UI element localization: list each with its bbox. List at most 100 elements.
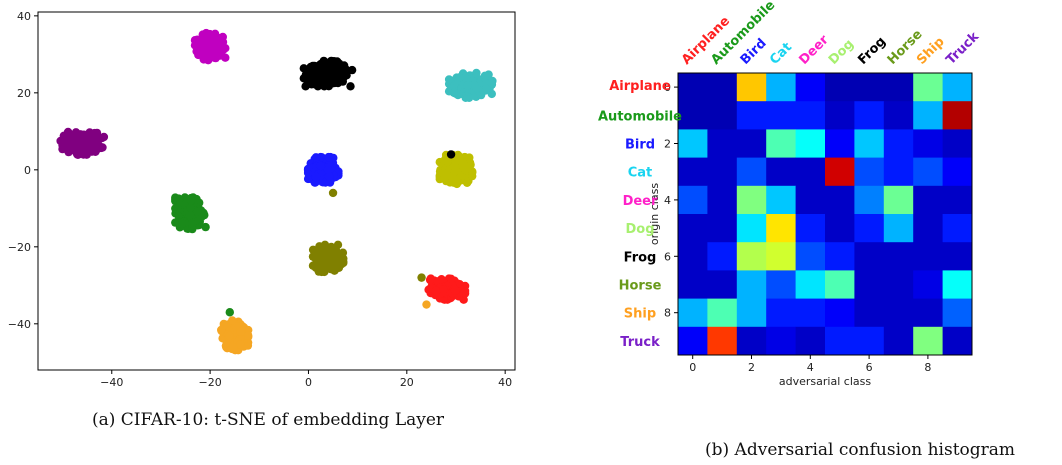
heatmap-cell (943, 270, 973, 299)
scatter-point (348, 66, 356, 74)
plot-frame (38, 12, 515, 370)
scatter-point (186, 204, 194, 212)
heatmap-cell (913, 299, 943, 328)
x-tick-label: 20 (400, 376, 414, 389)
heatmap-cell (678, 327, 708, 356)
scatter-point (63, 131, 71, 139)
heatmap-cell (854, 129, 884, 158)
y-tick-label: 6 (664, 250, 671, 263)
cluster-7 (309, 241, 348, 276)
heatmap-cell (796, 242, 826, 271)
scatter-points (56, 29, 496, 355)
scatter-point (73, 151, 81, 159)
heatmap-cell (884, 242, 914, 271)
outlier-point (329, 189, 337, 197)
heatmap-cell (766, 270, 796, 299)
heatmap-cell (913, 101, 943, 130)
heatmap-cell (913, 270, 943, 299)
heatmap-cell (707, 73, 737, 102)
scatter-point (463, 81, 471, 89)
scatter-point (465, 153, 473, 161)
caption-tsne: (a) CIFAR-10: t-SNE of embedding Layer (92, 410, 444, 430)
heatmap-cell (825, 129, 855, 158)
col-label-deer: Deer (797, 32, 833, 68)
heatmap-cell (884, 299, 914, 328)
scatter-point (324, 166, 332, 174)
cluster-9 (217, 316, 252, 354)
heatmap-cell (707, 129, 737, 158)
scatter-point (310, 76, 318, 84)
heatmap-cell (766, 299, 796, 328)
y-tick-label: 8 (664, 307, 671, 320)
scatter-point (209, 45, 217, 53)
scatter-point (450, 168, 458, 176)
cluster-3 (56, 128, 108, 159)
heatmap-cell (943, 186, 973, 215)
cluster-4 (304, 153, 343, 187)
heatmap-cell (796, 101, 826, 130)
heatmap-cell (678, 270, 708, 299)
scatter-point (324, 153, 332, 161)
heatmap-cell (796, 270, 826, 299)
scatter-point (219, 33, 227, 41)
outlier-point (226, 308, 234, 316)
y-tick-label: 20 (17, 87, 31, 100)
heatmap-cell (913, 327, 943, 356)
heatmap-cell (884, 186, 914, 215)
scatter-point (84, 141, 92, 149)
heatmap-cell (737, 214, 767, 243)
heatmap-cell (943, 129, 973, 158)
heatmap-cell (884, 327, 914, 356)
heatmap-cell (854, 270, 884, 299)
cluster-5 (436, 151, 477, 188)
scatter-point (66, 140, 74, 148)
scatter-point (216, 41, 224, 49)
scatter-point (482, 85, 490, 93)
scatter-point (244, 332, 252, 340)
scatter-point (458, 158, 466, 166)
scatter-point (327, 253, 335, 261)
scatter-point (194, 45, 202, 53)
heatmap-cell (707, 242, 737, 271)
scatter-point (225, 332, 233, 340)
y-tick-label: 4 (664, 194, 671, 207)
heatmap-cell (678, 242, 708, 271)
heatmap-cell (707, 214, 737, 243)
heatmap-cell (943, 101, 973, 130)
scatter-point (456, 73, 464, 81)
scatter-point (201, 223, 209, 231)
heatmap-cell (678, 129, 708, 158)
scatter-point (316, 162, 324, 170)
scatter-point (447, 275, 455, 283)
row-label-dog: Dog (625, 222, 654, 237)
row-label-horse: Horse (619, 279, 662, 294)
heatmap-cell (825, 327, 855, 356)
col-label-frog: Frog (855, 34, 889, 68)
heatmap-cell (854, 158, 884, 187)
x-tick-label: 40 (498, 376, 512, 389)
heatmap-cell (913, 214, 943, 243)
heatmap-cell (707, 270, 737, 299)
y-tick-label: 40 (17, 10, 31, 23)
heatmap-cell (678, 73, 708, 102)
heatmap-cell (913, 158, 943, 187)
heatmap-cell (737, 242, 767, 271)
heatmap-cell (854, 101, 884, 130)
scatter-point (73, 139, 81, 147)
adversarial-confusion-heatmap: 0 2 4 6 8 0 2 4 6 8 adversarial class origin class A… (560, 0, 1062, 440)
heatmap-cell (825, 270, 855, 299)
x-tick-label: −40 (100, 376, 123, 389)
heatmap-cell (678, 186, 708, 215)
tsne-scatter-chart: −40 −20 0 20 40 −40 −20 0 20 40 (0, 0, 540, 405)
heatmap-cell (766, 129, 796, 158)
heatmap-cell (913, 73, 943, 102)
heatmap-cell (766, 186, 796, 215)
heatmap-cell (913, 129, 943, 158)
heatmap-cell (737, 158, 767, 187)
heatmap-cell (825, 186, 855, 215)
heatmap-cell (766, 214, 796, 243)
scatter-point (88, 132, 96, 140)
scatter-point (339, 258, 347, 266)
heatmap-cell (825, 101, 855, 130)
scatter-point (463, 179, 471, 187)
